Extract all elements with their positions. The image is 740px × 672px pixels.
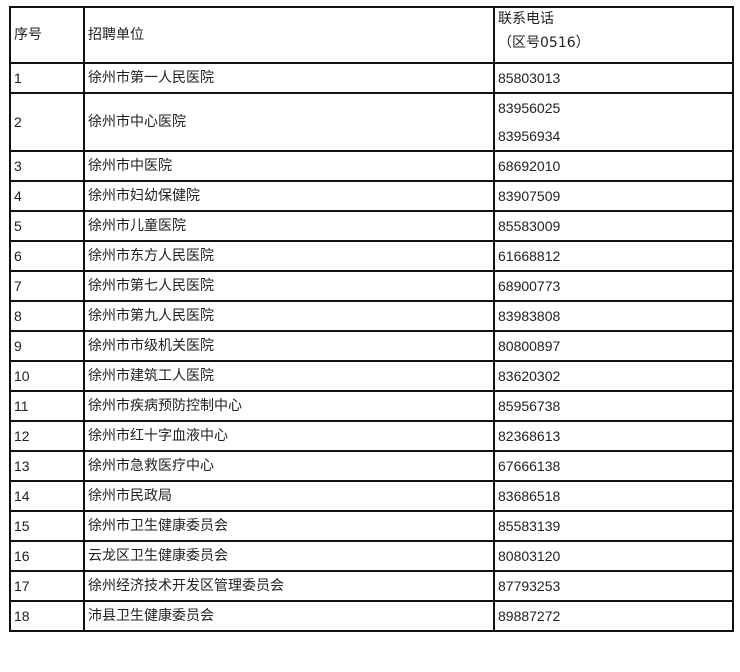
table-row: 16 云龙区卫生健康委员会 80803120 bbox=[9, 540, 734, 572]
row-index: 17 bbox=[9, 570, 85, 602]
row-phone: 80803120 bbox=[493, 540, 734, 572]
row-unit: 徐州市中医院 bbox=[83, 150, 495, 182]
table-row: 9 徐州市市级机关医院 80800897 bbox=[9, 330, 734, 362]
phone-number: 83620302 bbox=[498, 368, 561, 384]
row-index: 7 bbox=[9, 270, 85, 302]
row-phone: 85583139 bbox=[493, 510, 734, 542]
table-row: 5 徐州市儿童医院 85583009 bbox=[9, 210, 734, 242]
row-phone: 83907509 bbox=[493, 180, 734, 212]
phone-number: 80803120 bbox=[498, 548, 561, 564]
phone-number: 61668812 bbox=[498, 248, 561, 264]
table-row: 10 徐州市建筑工人医院 83620302 bbox=[9, 360, 734, 392]
phone-number: 85583139 bbox=[498, 518, 561, 534]
row-phone: 80800897 bbox=[493, 330, 734, 362]
table-header-row: 序号 招聘单位 联系电话 （区号0516） bbox=[9, 6, 734, 64]
row-phone: 83983808 bbox=[493, 300, 734, 332]
row-phone: 83620302 bbox=[493, 360, 734, 392]
row-phone: 83686518 bbox=[493, 480, 734, 512]
table-row: 1 徐州市第一人民医院 85803013 bbox=[9, 62, 734, 94]
row-unit: 徐州市市级机关医院 bbox=[83, 330, 495, 362]
row-unit: 徐州市卫生健康委员会 bbox=[83, 510, 495, 542]
row-index: 6 bbox=[9, 240, 85, 272]
header-phone-note: （区号0516） bbox=[498, 35, 590, 51]
row-index: 3 bbox=[9, 150, 85, 182]
row-phone: 61668812 bbox=[493, 240, 734, 272]
phone-number: 83686518 bbox=[498, 488, 561, 504]
phone-number: 85583009 bbox=[498, 218, 561, 234]
row-unit: 徐州市建筑工人医院 bbox=[83, 360, 495, 392]
phone-number: 89887272 bbox=[498, 608, 561, 624]
phone-number: 83956934 bbox=[498, 128, 561, 144]
row-unit: 徐州市妇幼保健院 bbox=[83, 180, 495, 212]
table-row: 12 徐州市红十字血液中心 82368613 bbox=[9, 420, 734, 452]
row-index: 4 bbox=[9, 180, 85, 212]
table-row: 18 沛县卫生健康委员会 89887272 bbox=[9, 600, 734, 632]
table-row: 8 徐州市第九人民医院 83983808 bbox=[9, 300, 734, 332]
row-unit: 徐州市急救医疗中心 bbox=[83, 450, 495, 482]
row-phone: 85803013 bbox=[493, 62, 734, 94]
row-unit: 徐州市疾病预防控制中心 bbox=[83, 390, 495, 422]
row-index: 13 bbox=[9, 450, 85, 482]
table-row: 15 徐州市卫生健康委员会 85583139 bbox=[9, 510, 734, 542]
row-phone: 83956025 83956934 bbox=[493, 92, 734, 152]
row-unit: 徐州市红十字血液中心 bbox=[83, 420, 495, 452]
row-index: 2 bbox=[9, 92, 85, 152]
row-unit: 徐州市中心医院 bbox=[83, 92, 495, 152]
table-row: 11 徐州市疾病预防控制中心 85956738 bbox=[9, 390, 734, 422]
row-phone: 68900773 bbox=[493, 270, 734, 302]
row-index: 16 bbox=[9, 540, 85, 572]
table-row: 7 徐州市第七人民医院 68900773 bbox=[9, 270, 734, 302]
header-phone-label: 联系电话 bbox=[498, 11, 554, 27]
header-phone: 联系电话 （区号0516） bbox=[493, 6, 734, 64]
row-index: 12 bbox=[9, 420, 85, 452]
row-unit: 徐州经济技术开发区管理委员会 bbox=[83, 570, 495, 602]
row-unit: 徐州市第一人民医院 bbox=[83, 62, 495, 94]
row-phone: 68692010 bbox=[493, 150, 734, 182]
row-index: 11 bbox=[9, 390, 85, 422]
table-row: 14 徐州市民政局 83686518 bbox=[9, 480, 734, 512]
phone-number: 82368613 bbox=[498, 428, 561, 444]
table-row: 6 徐州市东方人民医院 61668812 bbox=[9, 240, 734, 272]
row-unit: 徐州市第九人民医院 bbox=[83, 300, 495, 332]
row-phone: 89887272 bbox=[493, 600, 734, 632]
header-index: 序号 bbox=[9, 6, 85, 64]
row-unit: 云龙区卫生健康委员会 bbox=[83, 540, 495, 572]
phone-number: 83956025 bbox=[498, 100, 561, 116]
row-index: 9 bbox=[9, 330, 85, 362]
row-unit: 徐州市民政局 bbox=[83, 480, 495, 512]
table-row: 17 徐州经济技术开发区管理委员会 87793253 bbox=[9, 570, 734, 602]
row-index: 10 bbox=[9, 360, 85, 392]
table-row: 3 徐州市中医院 68692010 bbox=[9, 150, 734, 182]
row-index: 14 bbox=[9, 480, 85, 512]
header-unit: 招聘单位 bbox=[83, 6, 495, 64]
row-index: 8 bbox=[9, 300, 85, 332]
phone-number: 85956738 bbox=[498, 398, 561, 414]
table-row: 4 徐州市妇幼保健院 83907509 bbox=[9, 180, 734, 212]
row-unit: 徐州市东方人民医院 bbox=[83, 240, 495, 272]
row-phone: 82368613 bbox=[493, 420, 734, 452]
phone-number: 83983808 bbox=[498, 308, 561, 324]
row-unit: 徐州市第七人民医院 bbox=[83, 270, 495, 302]
row-index: 1 bbox=[9, 62, 85, 94]
row-phone: 67666138 bbox=[493, 450, 734, 482]
phone-number: 87793253 bbox=[498, 578, 561, 594]
phone-number: 67666138 bbox=[498, 458, 561, 474]
row-index: 5 bbox=[9, 210, 85, 242]
row-unit: 徐州市儿童医院 bbox=[83, 210, 495, 242]
phone-number: 83907509 bbox=[498, 188, 561, 204]
row-index: 15 bbox=[9, 510, 85, 542]
phone-number: 68692010 bbox=[498, 158, 561, 174]
row-phone: 87793253 bbox=[493, 570, 734, 602]
phone-number: 80800897 bbox=[498, 338, 561, 354]
phone-number: 68900773 bbox=[498, 278, 561, 294]
row-phone: 85583009 bbox=[493, 210, 734, 242]
table-row: 2 徐州市中心医院 83956025 83956934 bbox=[9, 92, 734, 152]
recruitment-contact-table: 序号 招聘单位 联系电话 （区号0516） 1 徐州市第一人民医院 858030… bbox=[9, 6, 734, 632]
row-index: 18 bbox=[9, 600, 85, 632]
row-unit: 沛县卫生健康委员会 bbox=[83, 600, 495, 632]
table-row: 13 徐州市急救医疗中心 67666138 bbox=[9, 450, 734, 482]
row-phone: 85956738 bbox=[493, 390, 734, 422]
phone-number: 85803013 bbox=[498, 70, 561, 86]
